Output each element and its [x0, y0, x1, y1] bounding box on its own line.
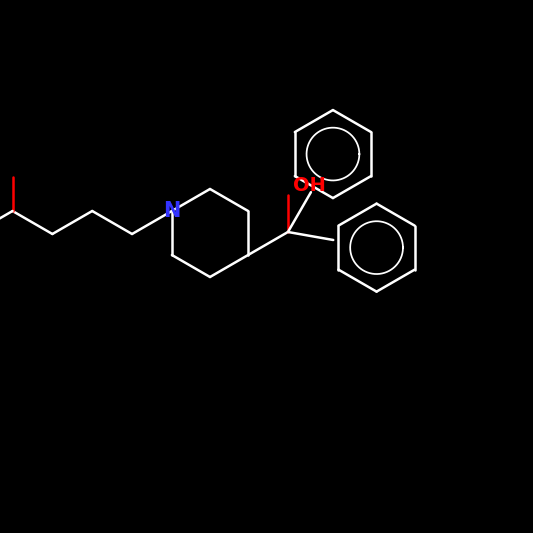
- Text: OH: OH: [293, 176, 326, 195]
- Text: N: N: [163, 201, 181, 221]
